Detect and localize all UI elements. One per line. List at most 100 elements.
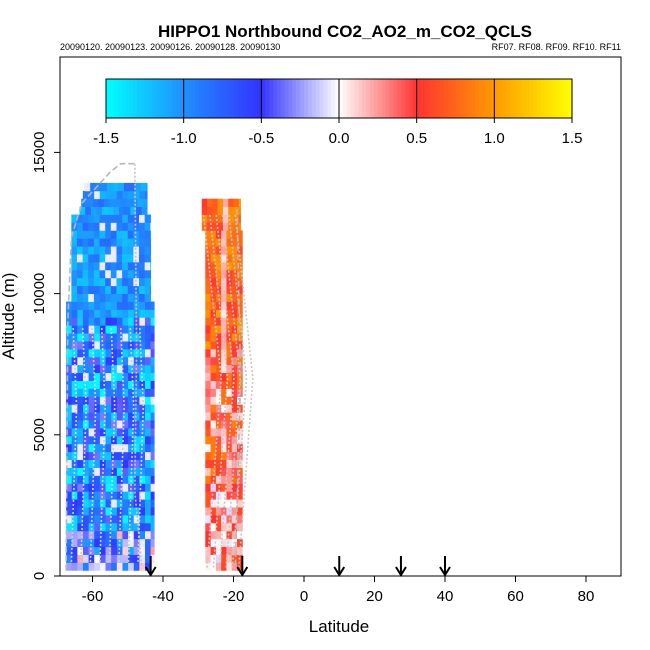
heatmap-cell [139,254,146,263]
heatmap-cell [221,364,227,374]
heatmap-cell [105,554,112,563]
flight-track [234,214,254,568]
heatmap-cell [105,380,112,389]
heatmap-cell [133,420,140,429]
heatmap-cell [116,246,123,255]
heatmap-cell [133,285,140,294]
heatmap-cell [150,420,155,429]
heatmap-cell [128,538,135,548]
heatmap-cell [128,443,135,453]
heatmap-cell [205,420,211,429]
heatmap-cell [82,491,90,500]
heatmap-cell [226,238,233,247]
heatmap-cell [94,420,101,429]
heatmap-cell [210,309,217,318]
latitude-arrows [144,556,451,577]
heatmap-cell [237,459,243,468]
heatmap-cell [66,467,73,476]
heatmap-cell [88,467,95,476]
colorbar-swatch [533,79,538,118]
heatmap-cell [205,309,211,318]
heatmap-cell [210,428,217,437]
flight-track [202,214,223,568]
heatmap-cell [88,364,95,374]
heatmap-cell [122,238,129,247]
heatmap-cell [150,277,152,287]
colorbar-swatch [272,79,278,118]
heatmap-cell [116,348,123,358]
heatmap-cell [210,254,217,263]
heatmap-cell [150,317,155,326]
heatmap-cell [85,206,92,215]
heatmap-cell [215,467,222,476]
heatmap-cell [116,325,123,334]
heatmap-cell [231,333,238,342]
heatmap-cell [133,435,140,445]
heatmap-cell [237,451,243,461]
flight-track [215,214,235,568]
heatmap-cell [135,206,143,215]
heatmap-cell [88,293,95,302]
heatmap-cell [88,459,95,468]
colorbar-swatch [168,79,173,118]
colorbar-swatch [261,79,266,118]
heatmap-cell [77,364,84,374]
heatmap-cell [99,562,106,571]
heatmap-cell [66,341,73,350]
heatmap-cell [110,261,117,271]
heatmap-cell [66,530,73,540]
heatmap-cell [88,554,95,563]
heatmap-cell [122,230,129,239]
x-tick-label: -20 [223,588,245,605]
heatmap-cell [122,380,129,389]
heatmap-cell [210,341,217,350]
heatmap-cell [116,530,123,540]
heatmap-cell [237,491,243,500]
heatmap-cell [77,562,84,571]
heatmap-cell [113,206,120,215]
heatmap-cell [81,198,88,208]
heatmap-cell [233,222,240,231]
heatmap-cell [116,230,123,239]
colorbar-swatch [482,79,488,118]
heatmap-cell [133,293,140,302]
heatmap-cell [133,404,140,413]
heatmap-cell [231,507,238,516]
heatmap-cell [205,285,211,294]
heatmap-cell [144,190,148,200]
heatmap-cell [210,261,217,271]
heatmap-cell [150,546,155,555]
heatmap-cell [133,396,140,405]
heatmap-cell [215,404,222,413]
heatmap-cell [221,420,227,429]
heatmap-cell [94,190,101,200]
heatmap-cell [82,341,90,350]
heatmap-cell [119,206,126,215]
colorbar-swatch [253,79,259,118]
colorbar-swatch [339,79,344,118]
heatmap-cell [215,562,222,571]
heatmap-cell [139,491,146,500]
heatmap-cell [215,285,222,294]
heatmap-cell [99,277,106,287]
colorbar-swatch [455,79,460,118]
heatmap-cell [76,285,84,294]
heatmap-cell [146,182,148,192]
heatmap-cell [221,483,227,492]
heatmap-cell [122,428,129,437]
heatmap-cell [111,483,118,492]
heatmap-cell [215,230,222,239]
heatmap-cell [116,317,123,326]
heatmap-cell [71,467,78,476]
colorbar-swatch [463,79,468,118]
heatmap-cell [215,507,222,516]
heatmap-cell [145,435,152,445]
heatmap-cell [99,412,106,421]
heatmap-cell [207,198,213,208]
heatmap-cell [71,380,78,389]
heatmap-cell [205,341,211,350]
heatmap-cell [66,309,73,318]
heatmap-cell [122,435,129,445]
heatmap-cell [116,254,123,263]
colorbar: -1.5 -1.0 -0.5 0.0 0.5 1.0 1.5 [93,78,582,147]
